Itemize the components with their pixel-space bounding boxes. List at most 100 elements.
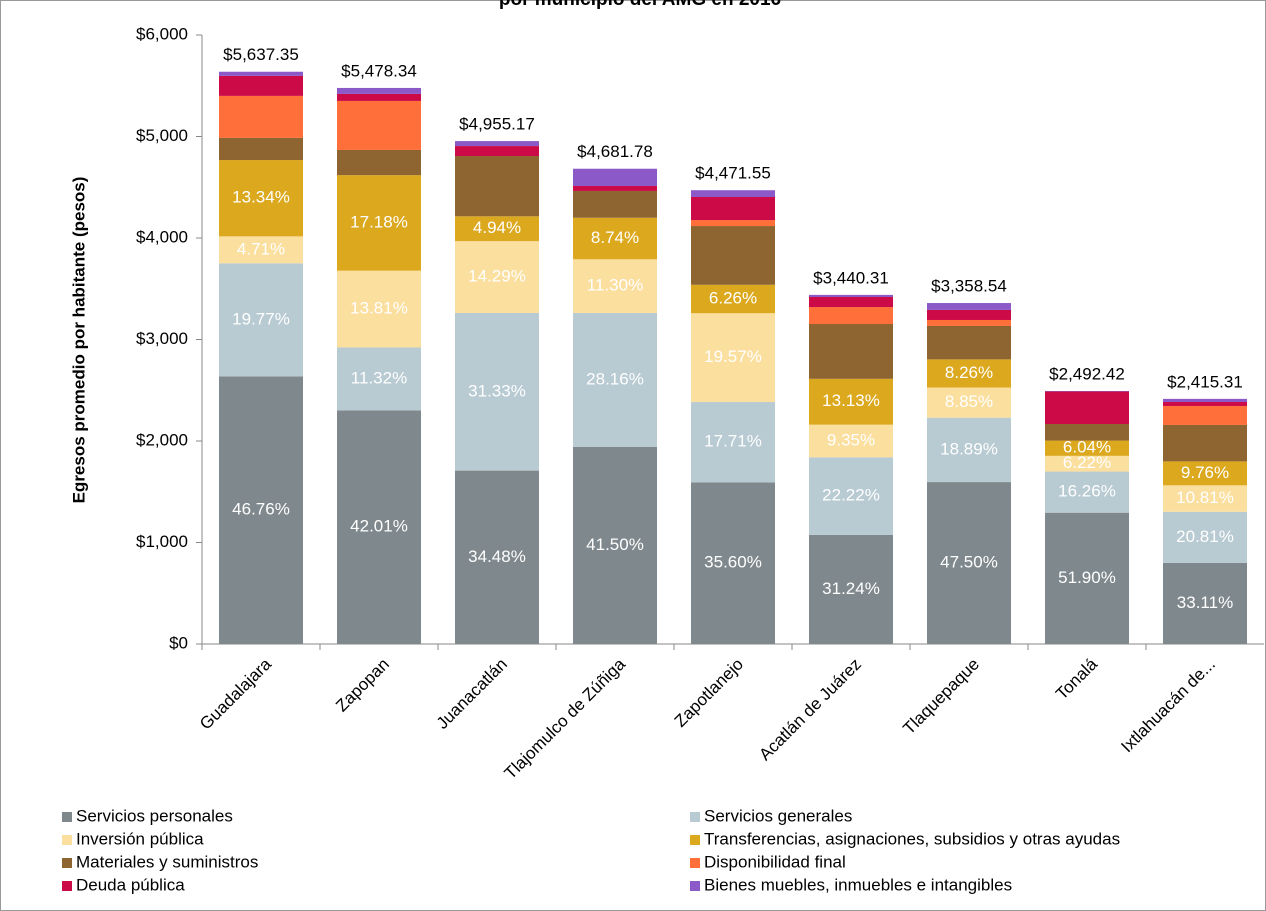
bar-segment — [1045, 391, 1129, 425]
bar-segment — [573, 190, 657, 218]
legend-label: Inversión pública — [76, 829, 204, 848]
bar-segment — [337, 149, 421, 176]
segment-label: 47.50% — [940, 553, 998, 572]
segment-label: 14.29% — [468, 267, 526, 286]
total-label: $3,440.31 — [813, 268, 889, 287]
segment-label: 33.11% — [1177, 593, 1233, 612]
bar-segment — [691, 482, 775, 644]
bar-segment — [1163, 562, 1247, 644]
legend-label: Servicios personales — [76, 806, 233, 825]
segment-label: 6.22% — [1063, 453, 1111, 472]
bar-segment — [455, 470, 539, 644]
bar-segment — [337, 347, 421, 411]
total-label: $3,358.54 — [931, 277, 1007, 296]
legend-swatch — [690, 881, 700, 891]
bar-segment — [219, 75, 303, 96]
bar-segment — [573, 185, 657, 191]
bar-segment — [691, 284, 775, 314]
bar-segment — [219, 376, 303, 644]
total-label: $5,637.35 — [223, 45, 299, 64]
bar-segment — [1045, 471, 1129, 513]
bar-segment — [927, 359, 1011, 388]
bar-segment — [927, 325, 1011, 360]
bar-segment — [691, 220, 775, 227]
segment-label: 22.22% — [822, 486, 880, 505]
bar-segment — [809, 424, 893, 458]
chart-title: por municipio del AMG en 2016 — [499, 0, 781, 10]
bar-segment — [1045, 455, 1129, 472]
bar-segment — [927, 309, 1011, 320]
bar-segment — [809, 534, 893, 644]
bar-segment — [809, 297, 893, 308]
segment-label: 11.32% — [351, 368, 407, 387]
bar-segment — [573, 312, 657, 447]
segment-label: 18.89% — [940, 439, 998, 458]
bar-segment — [1163, 461, 1247, 486]
bar-segment — [337, 87, 421, 94]
bar-segment — [1163, 405, 1247, 425]
bar-segment — [927, 387, 1011, 418]
bar-segment — [337, 410, 421, 644]
bar-segment — [809, 307, 893, 325]
y-tick-label: $1,000 — [136, 532, 188, 551]
legend-swatch — [62, 835, 72, 845]
bar-segment — [809, 457, 893, 535]
legend-label: Servicios generales — [704, 806, 852, 825]
bar-segment — [927, 482, 1011, 644]
legend-swatch — [690, 812, 700, 822]
bar-segment — [337, 175, 421, 271]
bar-segment — [1045, 512, 1129, 644]
legend-swatch — [690, 858, 700, 868]
legend-swatch — [62, 881, 72, 891]
y-tick-label: $3,000 — [136, 329, 188, 348]
segment-label: 8.26% — [945, 363, 993, 382]
bar-segment — [219, 137, 303, 161]
bar-segment — [219, 160, 303, 237]
segment-label: 4.71% — [237, 239, 285, 258]
bar-segment — [1163, 485, 1247, 512]
legend-label: Bienes muebles, inmuebles e intangibles — [704, 875, 1012, 894]
segment-label: 20.81% — [1176, 527, 1234, 546]
segment-label: 17.71% — [704, 432, 762, 451]
segment-label: 51.90% — [1058, 568, 1116, 587]
segment-label: 28.16% — [586, 369, 644, 388]
bar-segment — [573, 217, 657, 260]
segment-label: 11.30% — [587, 276, 643, 295]
total-label: $2,492.42 — [1049, 365, 1125, 384]
bar-segment — [455, 241, 539, 314]
total-label: $5,478.34 — [341, 61, 417, 80]
total-label: $4,681.78 — [577, 142, 653, 161]
bar-segment — [691, 402, 775, 483]
segment-label: 19.57% — [704, 347, 762, 366]
legend-label: Disponibilidad final — [704, 852, 846, 871]
bar-segment — [455, 141, 539, 147]
segment-label: 17.18% — [350, 212, 408, 231]
total-label: $4,471.55 — [695, 164, 771, 183]
segment-label: 4.94% — [473, 218, 521, 237]
segment-label: 42.01% — [350, 517, 408, 536]
bar-segment — [337, 93, 421, 101]
total-label: $4,955.17 — [459, 115, 535, 134]
bar-segment — [455, 216, 539, 242]
segment-label: 8.74% — [591, 228, 639, 247]
bar-segment — [809, 378, 893, 425]
bar-segment — [573, 259, 657, 313]
bar-segment — [455, 156, 539, 217]
bar-segment — [1163, 402, 1247, 406]
bar-segment — [573, 446, 657, 644]
legend-label: Materiales y suministros — [76, 852, 258, 871]
bar-segment — [1045, 424, 1129, 441]
bar-segment — [1045, 391, 1129, 392]
segment-label: 10.81% — [1176, 488, 1234, 507]
bar-segment — [691, 197, 775, 221]
y-tick-label: $0 — [169, 633, 188, 652]
segment-label: 13.81% — [350, 299, 408, 318]
bar-segment — [691, 313, 775, 403]
bar-segment — [455, 146, 539, 157]
bar-segment — [455, 313, 539, 471]
bar-segment — [927, 303, 1011, 310]
y-axis-label: Egresos promedio por habitante (pesos) — [69, 177, 88, 504]
segment-label: 16.26% — [1058, 482, 1116, 501]
segment-label: 8.85% — [945, 392, 993, 411]
